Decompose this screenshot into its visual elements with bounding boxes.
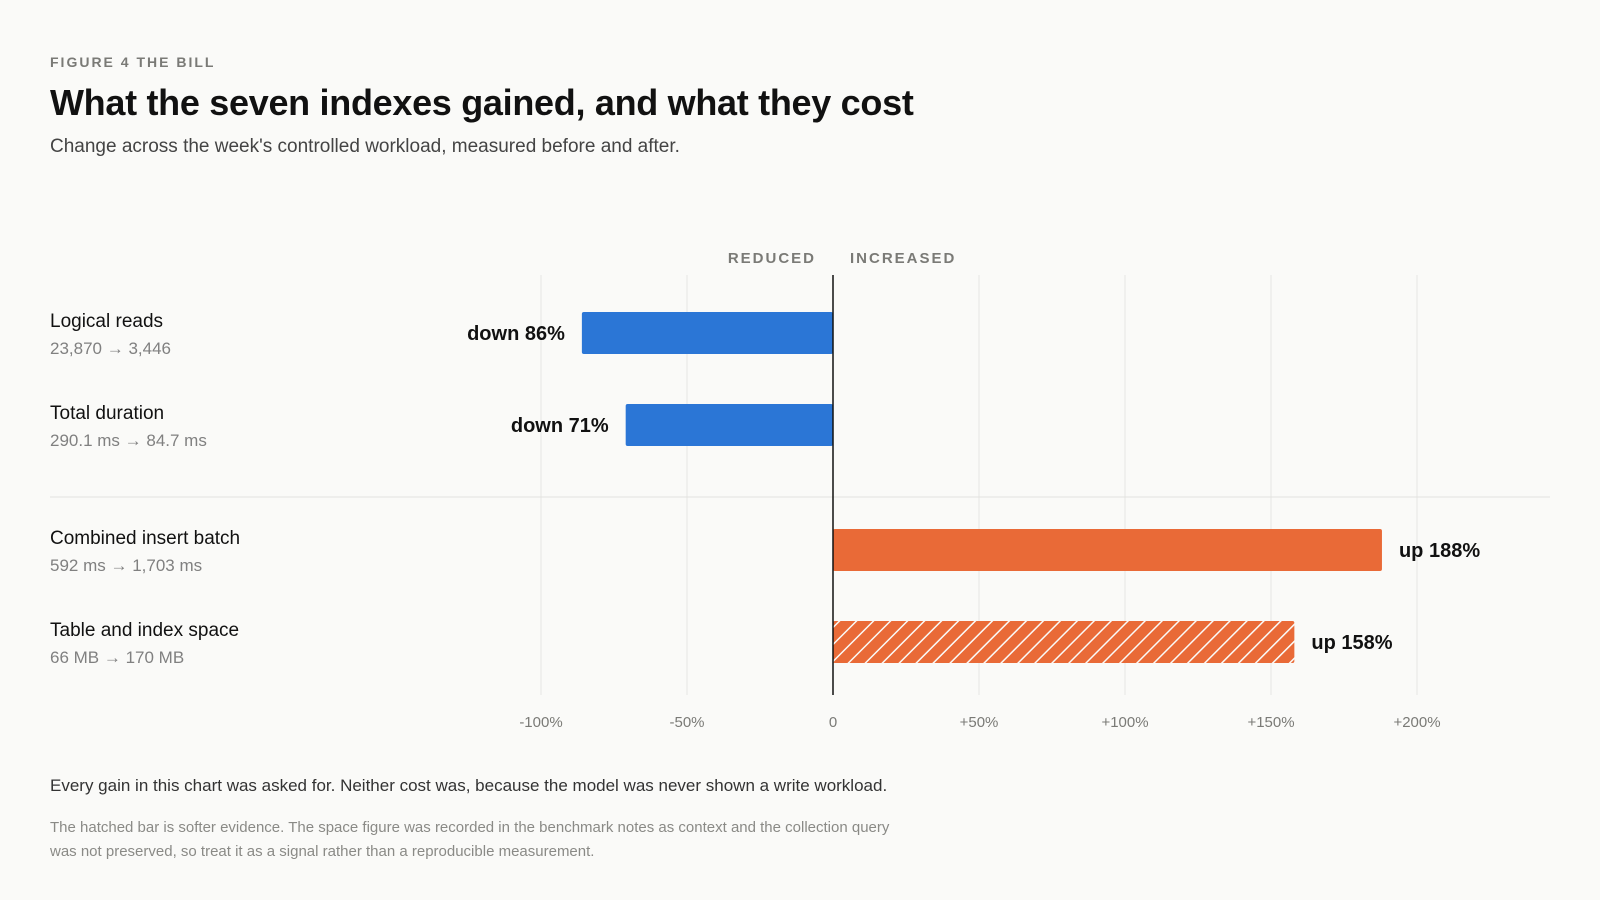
direction-label-reduced: REDUCED [728,250,816,267]
row-detail: 592 ms → 1,703 ms [50,556,203,575]
bar [833,529,1382,571]
chart-subtitle: Change across the week's controlled work… [50,136,680,157]
bar [625,404,833,446]
bar-value-label: up 158% [1311,632,1392,654]
x-tick-label: +200% [1393,714,1440,731]
row-name: Total duration [50,403,165,424]
row-name: Combined insert batch [50,528,241,549]
x-tick-label: -50% [669,714,704,731]
row-detail: 23,870 → 3,446 [50,339,171,358]
figure-kicker: FIGURE 4 THE BILL [50,54,216,70]
row-label: Combined insert batch 592 ms → 1,703 ms [50,528,240,576]
bar [833,621,1295,663]
row-label: Logical reads 23,870 → 3,446 [50,311,171,359]
chart-note: Every gain in this chart was asked for. … [50,776,888,795]
chart-title: What the seven indexes gained, and what … [50,82,914,123]
chart-footnote: The hatched bar is softer evidence. The … [50,819,890,860]
row-label: Table and index space 66 MB → 170 MB [50,620,239,668]
bar-value-label: up 188% [1399,540,1480,562]
bar-value-label: down 86% [467,323,565,345]
row-detail: 290.1 ms → 84.7 ms [50,431,207,450]
bar [581,312,833,354]
x-tick-label: +50% [960,714,999,731]
x-tick-label: 0 [829,714,837,731]
x-tick-label: +100% [1101,714,1148,731]
row-name: Table and index space [50,620,240,641]
direction-label-increased: INCREASED [850,250,956,267]
row-label: Total duration 290.1 ms → 84.7 ms [50,403,207,451]
x-tick-label: -100% [519,714,562,731]
row-detail: 66 MB → 170 MB [50,648,185,667]
x-tick-label: +150% [1247,714,1294,731]
bar-value-label: down 71% [511,415,609,437]
row-name: Logical reads [50,311,164,332]
